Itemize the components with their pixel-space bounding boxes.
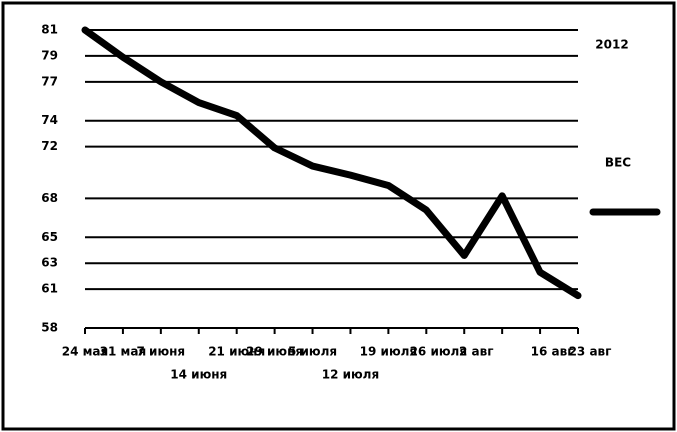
y-tick-label: 74 [41, 113, 58, 127]
y-tick-label: 58 [41, 321, 58, 335]
x-tick-label: 2 авг [459, 345, 494, 359]
y-tick-label: 79 [41, 48, 58, 62]
x-tick-label: 24 мая [62, 345, 109, 359]
x-tick-label: 21 июня [208, 345, 265, 359]
y-tick-label: 77 [41, 74, 58, 88]
x-tick-label: 29 июня [246, 345, 303, 359]
x-tick-label: 23 авг [569, 345, 612, 359]
annotation: 2012 [595, 38, 628, 52]
x-tick-label: 14 июня [170, 368, 227, 382]
x-tick-label: 7 июня [137, 345, 186, 359]
x-tick-label: 19 июля [360, 345, 417, 359]
x-tick-label: 5 июля [288, 345, 337, 359]
data-line [81, 26, 582, 300]
x-tick-label: 12 июля [322, 368, 379, 382]
y-tick-label: 63 [41, 256, 58, 270]
y-tick-label: 68 [41, 191, 58, 205]
y-tick-label: 72 [41, 139, 58, 153]
y-tick-label: 61 [41, 282, 58, 296]
x-tick-label: 31 мая [100, 345, 147, 359]
x-tick-label: 26 июля [410, 345, 467, 359]
y-tick-label: 65 [41, 230, 58, 244]
y-tick-label: 81 [41, 23, 58, 37]
x-tick-label: 16 авг [531, 345, 574, 359]
legend-label: ВЕС [605, 156, 631, 170]
